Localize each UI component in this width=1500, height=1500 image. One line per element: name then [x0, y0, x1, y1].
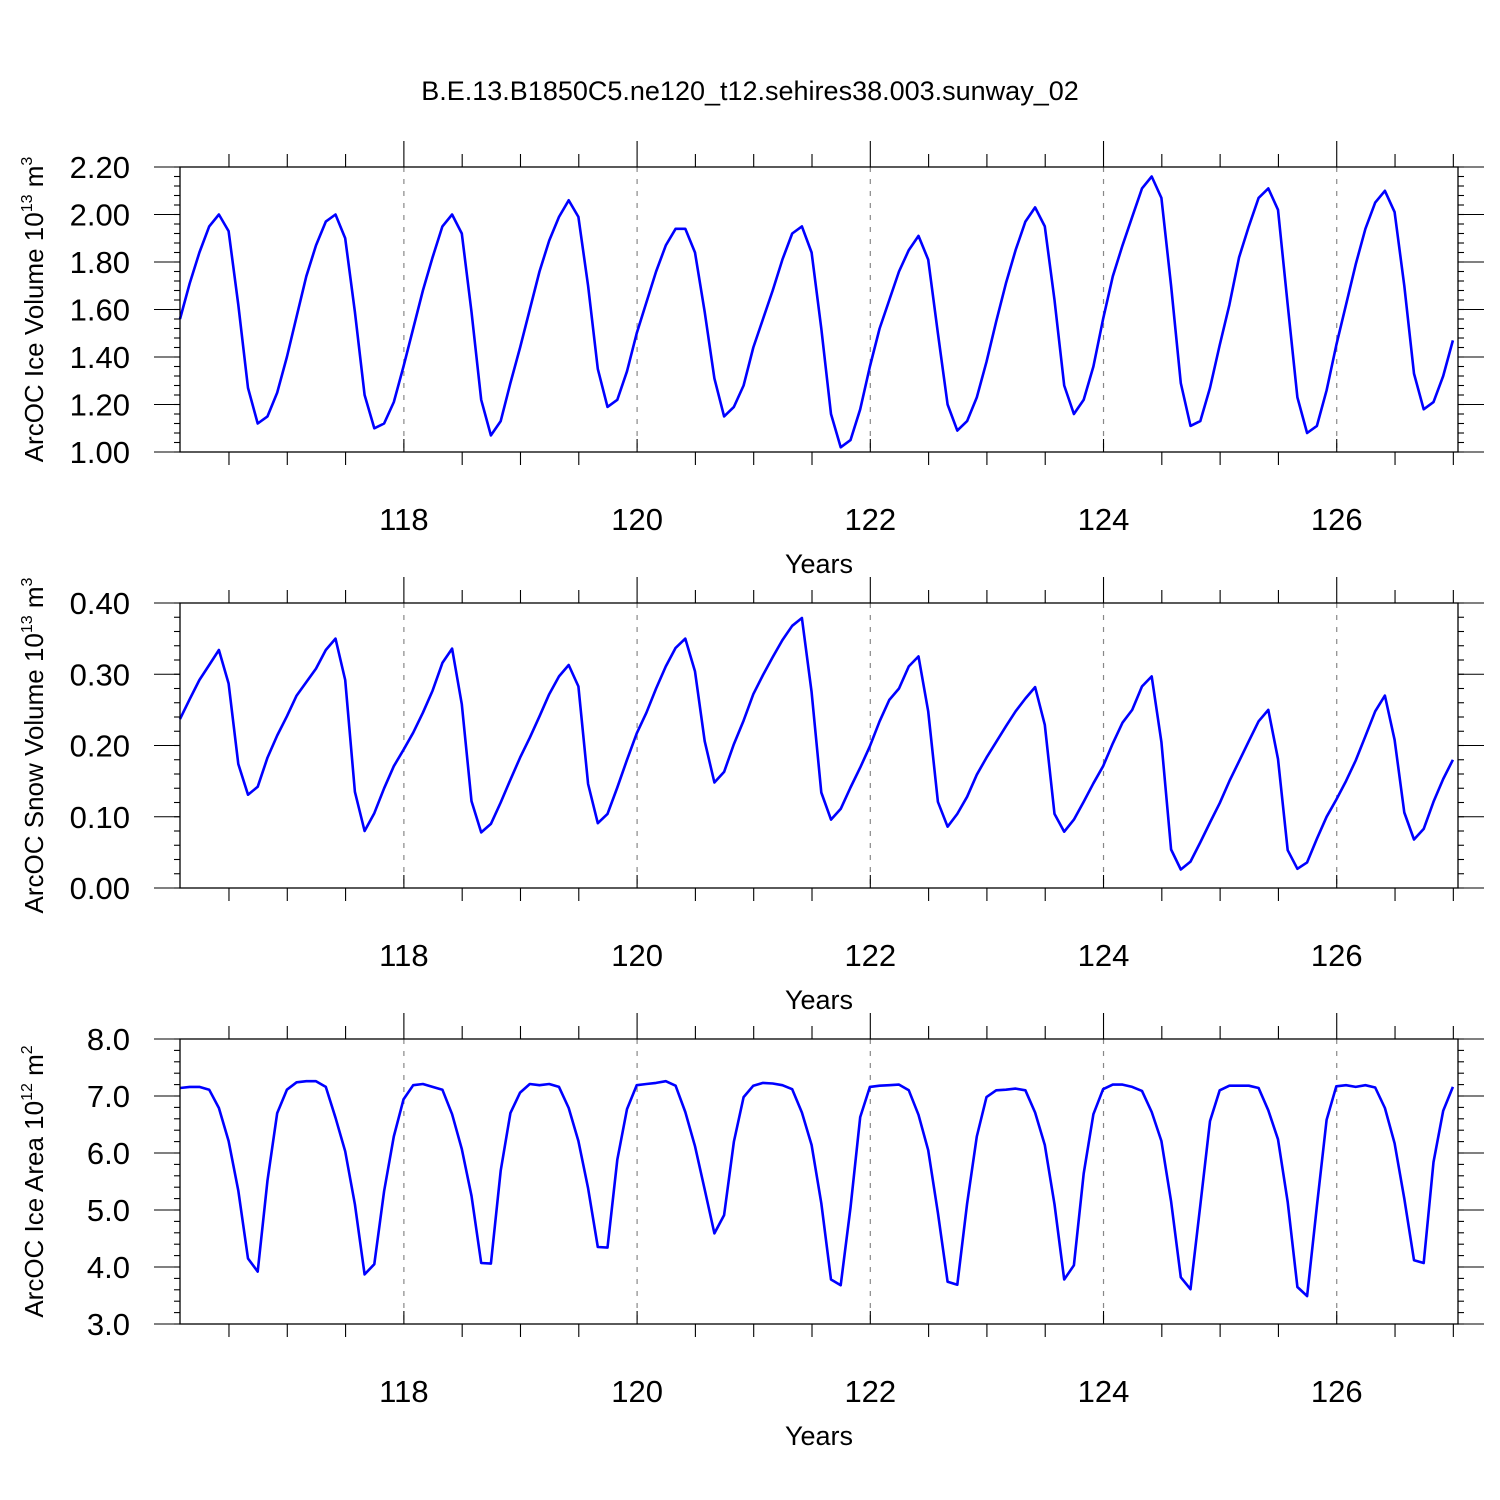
- y-tick-label: 0.40: [70, 586, 130, 621]
- x-tick-label: 126: [1311, 1374, 1363, 1409]
- panel-snow-volume: 0.00 0.10 0.20 0.30 0.40 118 120 122 124 126 Years…: [19, 577, 1484, 1015]
- y-tick-label: 0.10: [70, 800, 130, 835]
- x-tick-label: 124: [1078, 1374, 1130, 1409]
- x-tick-label: 118: [379, 938, 428, 973]
- y-tick-label: 4.0: [87, 1250, 130, 1285]
- y-tick-label: 0.00: [70, 871, 130, 906]
- y-tick-label: 8.0: [87, 1022, 130, 1057]
- x-axis-label: Years: [785, 985, 853, 1015]
- y-tick-label: 1.00: [70, 435, 130, 470]
- y-axis-label: ArcOC Ice Area 1012 m2: [19, 1045, 49, 1317]
- y-tick-label: 1.80: [70, 245, 130, 280]
- panel-ice-area: 3.0 4.0 5.0 6.0 7.0 8.0 118 120 122 124 126 Years Ar…: [19, 1013, 1484, 1451]
- y-tick-label: 2.00: [70, 198, 130, 233]
- plot-frame: [179, 166, 1459, 453]
- x-tick-label: 120: [611, 938, 663, 973]
- y-tick-label: 5.0: [87, 1193, 130, 1228]
- panel-ice-volume: 1.00 1.20 1.40 1.60 1.80 2.00 2.20 118 120 122 124…: [19, 141, 1484, 579]
- x-axis-label: Years: [785, 549, 853, 579]
- x-tick-label: 120: [611, 1374, 663, 1409]
- y-tick-label: 0.20: [70, 729, 130, 764]
- y-tick-label: 2.20: [70, 150, 130, 185]
- y-tick-label: 7.0: [87, 1079, 130, 1114]
- x-tick-label: 120: [611, 502, 663, 537]
- plot-frame: [179, 1038, 1459, 1325]
- x-tick-label: 124: [1078, 938, 1130, 973]
- y-axis-label: ArcOC Ice Volume 1013 m3: [19, 157, 49, 463]
- x-axis-label: Years: [785, 1421, 853, 1451]
- x-tick-label: 122: [844, 1374, 896, 1409]
- x-tick-label: 122: [844, 502, 896, 537]
- figure-title: B.E.13.B1850C5.ne120_t12.sehires38.003.s…: [421, 76, 1079, 106]
- y-tick-label: 0.30: [70, 657, 130, 692]
- x-tick-label: 118: [379, 502, 428, 537]
- y-tick-label: 6.0: [87, 1136, 130, 1171]
- series-line: [179, 1079, 1455, 1298]
- x-tick-label: 126: [1311, 502, 1363, 537]
- y-tick-label: 1.40: [70, 340, 130, 375]
- series-line: [178, 616, 1455, 871]
- y-tick-label: 1.20: [70, 388, 130, 423]
- plot-frame: [179, 602, 1459, 889]
- x-tick-label: 124: [1078, 502, 1130, 537]
- series-line: [178, 175, 1455, 449]
- y-tick-label: 3.0: [87, 1307, 130, 1342]
- y-tick-label: 1.60: [70, 293, 130, 328]
- x-tick-label: 118: [379, 1374, 428, 1409]
- x-tick-label: 122: [844, 938, 896, 973]
- x-tick-label: 126: [1311, 938, 1363, 973]
- y-axis-label: ArcOC Snow Volume 1013 m3: [19, 577, 49, 913]
